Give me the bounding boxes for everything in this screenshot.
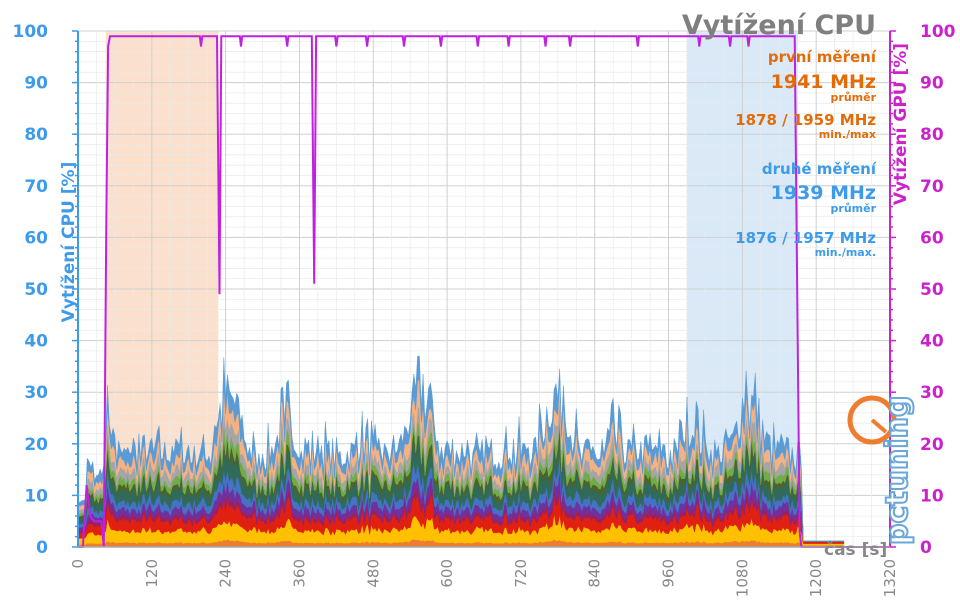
- second-measurement-label: druhé měření: [762, 160, 877, 178]
- x-tick-label: 1080: [733, 559, 751, 597]
- x-tick-label: 120: [143, 559, 161, 588]
- pctuning-logo-icon: [847, 395, 897, 445]
- gpu-load-line: [78, 35, 890, 548]
- y-tick-label-left: 100: [13, 22, 49, 42]
- y-tick-label-left: 60: [24, 228, 48, 248]
- axes: [72, 30, 896, 548]
- y-tick-label-left: 0: [36, 538, 48, 558]
- y-tick-label-right: 50: [920, 280, 944, 300]
- cpu-load-area: [77, 355, 845, 548]
- y-axis-left-label: Vytížení CPU [%]: [59, 162, 79, 323]
- x-tick-label: 0: [69, 559, 87, 569]
- first-avg-value: 1941 MHz: [771, 71, 876, 93]
- second-minmax-value: 1876 / 1957 MHz: [735, 229, 876, 247]
- first-minmax-value: 1878 / 1959 MHz: [735, 111, 876, 129]
- y-tick-label-right: 60: [920, 228, 944, 248]
- y-tick-label-right: 70: [920, 177, 944, 197]
- y-tick-label-left: 30: [24, 383, 48, 403]
- second-avg-value: 1939 MHz: [771, 182, 876, 204]
- y-tick-label-right: 30: [920, 383, 944, 403]
- y-tick-label-right: 90: [920, 74, 944, 94]
- y-tick-label-left: 10: [24, 486, 48, 506]
- second-avg-sub: průměr: [831, 202, 877, 215]
- x-tick-label: 960: [660, 559, 678, 588]
- annotations: první měření 1941 MHz průměr 1878 / 1959…: [735, 48, 877, 259]
- x-axis-label: čas [s]: [824, 540, 887, 560]
- y-tick-label-left: 90: [24, 74, 48, 94]
- logo-gauge: [847, 395, 897, 445]
- y-tick-label-right: 80: [920, 125, 944, 145]
- pctuning-logo-text: pctuning: [880, 396, 915, 545]
- x-tick-label: 240: [217, 559, 235, 588]
- chart-title: Vytížení CPU: [682, 10, 876, 41]
- y-tick-label-right: 40: [920, 332, 944, 352]
- y-tick-label-left: 70: [24, 177, 48, 197]
- y-tick-label-left: 20: [24, 435, 48, 455]
- logo-gauge-needle: [870, 418, 888, 434]
- x-tick-label: 360: [290, 559, 308, 588]
- first-avg-sub: průměr: [831, 91, 877, 104]
- x-tick-label: 600: [438, 559, 456, 588]
- x-tick-label: 720: [512, 559, 530, 588]
- gpu-series-line: [78, 35, 890, 548]
- y-tick-label-left: 50: [24, 280, 48, 300]
- x-tick-label: 1200: [807, 559, 825, 597]
- y-tick-label-left: 40: [24, 332, 48, 352]
- y-tick-label-left: 80: [24, 125, 48, 145]
- cpu-band-12: [77, 355, 845, 542]
- tick-labels: 0 0 10 10 20 20 30 30 40 40 50 50 60 60 70 70 80 80 90 90 10…: [13, 22, 956, 597]
- x-tick-label: 480: [364, 559, 382, 588]
- y-tick-label-right: 20: [920, 435, 944, 455]
- y-tick-label-right: 0: [920, 538, 932, 558]
- x-tick-label: 840: [586, 559, 604, 588]
- y-tick-label-right: 100: [920, 22, 956, 42]
- first-measurement-label: první měření: [768, 48, 877, 66]
- x-tick-label: 1320: [881, 559, 899, 597]
- second-minmax-sub: min./max.: [815, 246, 876, 259]
- y-tick-label-right: 10: [920, 486, 944, 506]
- y-axis-right-label: Vytížení GPU [%]: [891, 43, 911, 205]
- first-minmax-sub: min./max: [819, 128, 876, 141]
